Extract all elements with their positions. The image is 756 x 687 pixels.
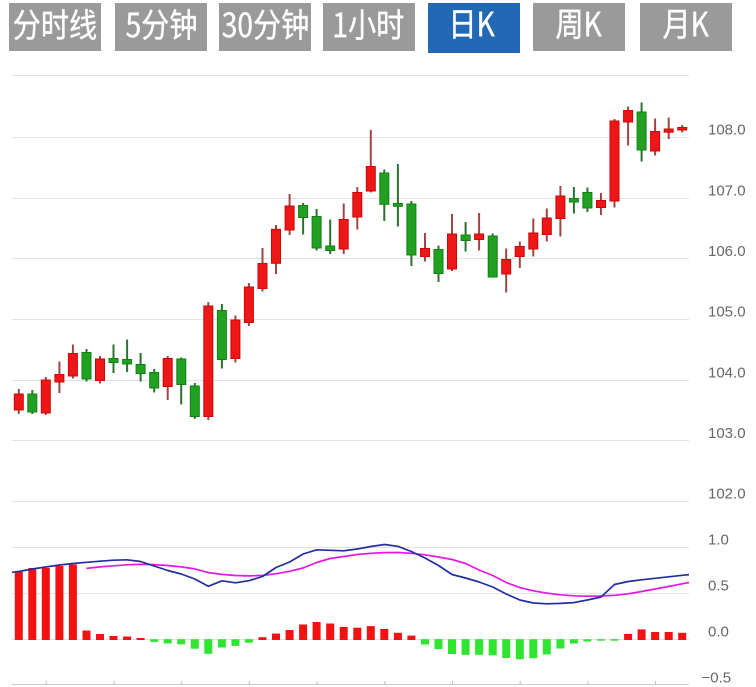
svg-text:0.5: 0.5 (708, 578, 729, 595)
svg-text:102.0: 102.0 (708, 486, 746, 503)
svg-text:1.0: 1.0 (708, 532, 729, 549)
svg-text:103.0: 103.0 (708, 425, 746, 442)
svg-text:108.0: 108.0 (708, 122, 746, 139)
svg-text:107.0: 107.0 (708, 182, 746, 199)
svg-text:−0.5: −0.5 (702, 670, 732, 687)
svg-text:0.0: 0.0 (708, 624, 729, 641)
svg-text:104.0: 104.0 (708, 364, 746, 381)
svg-text:106.0: 106.0 (708, 243, 746, 260)
svg-text:105.0: 105.0 (708, 304, 746, 321)
